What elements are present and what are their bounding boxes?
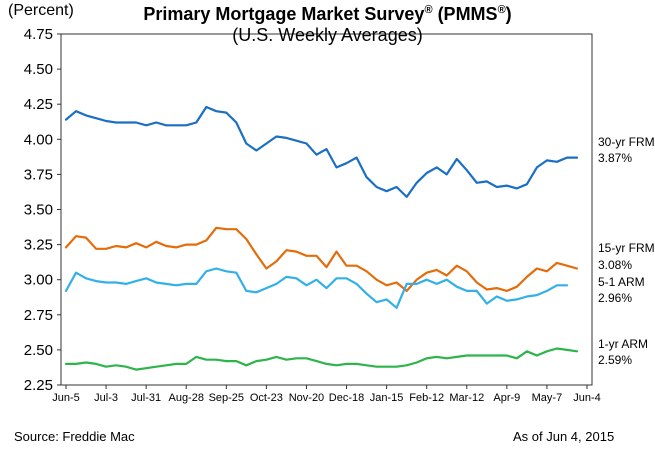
series-last-value-label: 3.87% <box>598 151 632 165</box>
chart-subtitle: (U.S. Weekly Averages) <box>232 25 423 45</box>
y-tick-label: 3.50 <box>24 202 53 219</box>
x-tick-label: Jul-3 <box>94 392 118 404</box>
x-tick-label: Nov-20 <box>289 392 324 404</box>
y-axis-label: (Percent) <box>8 2 74 19</box>
series-last-value-label: 3.08% <box>598 258 632 272</box>
series-name-label: 1-yr ARM <box>598 337 648 351</box>
chart-title-close: ) <box>505 4 512 24</box>
y-tick-label: 2.50 <box>24 342 53 359</box>
x-tick-label: Aug-28 <box>168 392 203 404</box>
series-line-5-1-arm <box>64 267 569 309</box>
as-of-date: As of Jun 4, 2015 <box>513 429 615 444</box>
x-tick-label: Dec-18 <box>329 392 364 404</box>
axes: 4.75 4.50 4.25 4.00 3.75 3.50 3.25 3.00 2.75 2.50… <box>24 26 601 404</box>
y-tick-label: 4.75 <box>24 26 53 43</box>
x-tick-label: Feb-12 <box>409 392 444 404</box>
x-tick-label: Jun-5 <box>52 392 80 404</box>
chart-title-abbrev: (PMMS <box>437 4 498 24</box>
series-line-15-yr-frm <box>64 226 579 292</box>
y-tick-label: 4.50 <box>24 61 53 78</box>
plot-frame <box>60 33 593 386</box>
series-last-value-label: 2.59% <box>598 353 632 367</box>
x-tick-label: Oct-23 <box>250 392 283 404</box>
series-name-label: 15-yr FRM <box>598 241 655 255</box>
series-last-value-label: 2.96% <box>598 291 632 305</box>
x-tick-label: Mar-12 <box>449 392 484 404</box>
series-name-label: 5-1 ARM <box>598 275 645 289</box>
x-tick-label: Sep-25 <box>209 392 244 404</box>
x-tick-label: Jun-4 <box>573 392 601 404</box>
x-tick-label: May-7 <box>532 392 563 404</box>
x-tick-label: Jan-15 <box>370 392 404 404</box>
series-line-30-yr-frm <box>64 105 579 198</box>
registered-mark-2: ® <box>497 4 506 16</box>
y-tick-label: 3.75 <box>24 166 53 183</box>
y-tick-label: 4.25 <box>24 96 53 113</box>
series-line-1-yr-arm <box>64 347 579 371</box>
source-note: Source: Freddie Mac <box>14 429 135 444</box>
y-tick-label: 3.25 <box>24 237 53 254</box>
series-name-label: 30-yr FRM <box>598 135 655 149</box>
chart-title: Primary Mortgage Market Survey® (PMMS®) <box>0 4 655 25</box>
series-layer <box>64 105 579 371</box>
x-tick-label: Apr-9 <box>493 392 520 404</box>
series-labels: 30-yr FRM 3.87% 15-yr FRM 3.08% 5-1 ARM 2.96%… <box>598 135 655 367</box>
y-tick-label: 3.00 <box>24 272 53 289</box>
x-tick-label: Jul-31 <box>131 392 161 404</box>
y-tick-label: 2.25 <box>24 377 53 394</box>
chart-title-text: Primary Mortgage Market Survey <box>143 4 425 24</box>
registered-mark: ® <box>424 4 433 16</box>
y-tick-label: 2.75 <box>24 307 53 324</box>
y-tick-label: 4.00 <box>24 131 53 148</box>
